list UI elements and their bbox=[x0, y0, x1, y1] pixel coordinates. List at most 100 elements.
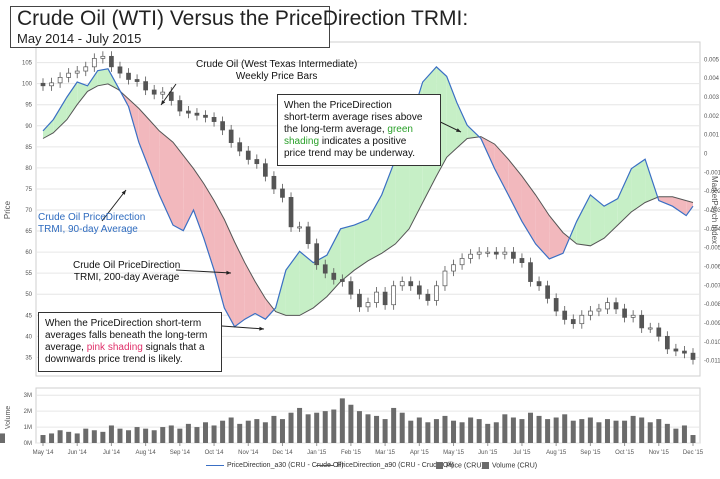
legend-item[interactable]: PriceDirection_a30 (CRU - Crude Oil) bbox=[206, 462, 344, 469]
price-bar bbox=[254, 159, 260, 165]
volume-bar bbox=[314, 412, 320, 443]
price-bar bbox=[647, 327, 653, 330]
annotation-line: price trend may be underway. bbox=[284, 148, 415, 159]
trmi-tick-label: -0.001 bbox=[704, 170, 720, 176]
price-bar bbox=[630, 314, 636, 318]
legend-item[interactable]: Price (CRU) bbox=[436, 462, 484, 469]
volume-bar bbox=[220, 420, 226, 443]
x-tick-label: Aug '15 bbox=[546, 450, 567, 456]
green-shading bbox=[66, 82, 78, 120]
green-shading bbox=[340, 225, 355, 282]
volume-bar bbox=[690, 435, 696, 443]
x-tick-label: Nov '15 bbox=[649, 450, 670, 456]
green-shading bbox=[53, 97, 67, 133]
volume-bar bbox=[545, 419, 551, 443]
green-keyword: green bbox=[387, 124, 413, 135]
price-tick-label: 75 bbox=[25, 187, 32, 193]
x-tick-label: Oct '15 bbox=[615, 450, 634, 456]
volume-bar bbox=[442, 415, 448, 443]
price-bar bbox=[245, 150, 251, 160]
volume-bar bbox=[553, 417, 559, 443]
price-tick-label: 55 bbox=[25, 271, 32, 277]
pink-shading bbox=[193, 168, 204, 239]
price-bar bbox=[117, 66, 123, 74]
volume-bar bbox=[203, 422, 208, 443]
arrow-pink-head bbox=[259, 326, 264, 331]
pink-shading bbox=[149, 119, 160, 195]
price-bar bbox=[673, 348, 679, 352]
volume-axis-label: Volume bbox=[5, 406, 12, 429]
annotation-pink-box: When the PriceDirection short-term avera… bbox=[38, 312, 222, 372]
volume-bar bbox=[271, 415, 277, 443]
price-bar bbox=[357, 293, 362, 308]
price-bar bbox=[553, 298, 559, 312]
volume-bar bbox=[185, 423, 191, 443]
volume-bar bbox=[639, 417, 645, 443]
pink-shading bbox=[672, 196, 687, 216]
x-tick-label: Jan '15 bbox=[307, 450, 327, 456]
pink-shading bbox=[658, 196, 673, 207]
price-bar bbox=[656, 327, 662, 337]
price-bar bbox=[228, 129, 234, 143]
trmi-tick-label: -0.006 bbox=[704, 264, 720, 270]
price-bar bbox=[288, 197, 294, 228]
volume-bar bbox=[562, 414, 568, 443]
volume-bar bbox=[673, 428, 679, 443]
volume-bar bbox=[604, 419, 610, 443]
x-tick-label: May '14 bbox=[33, 450, 54, 456]
legend-swatch bbox=[206, 464, 224, 466]
price-bar bbox=[168, 91, 174, 101]
price-bar bbox=[314, 243, 320, 266]
trmi-tick-label: -0.010 bbox=[704, 340, 720, 346]
chart-subtitle: May 2014 - July 2015 bbox=[17, 31, 142, 46]
price-bar bbox=[416, 285, 422, 295]
price-bar bbox=[528, 262, 533, 282]
volume-bar bbox=[339, 398, 345, 443]
price-bar bbox=[664, 335, 670, 350]
x-tick-label: Nov '14 bbox=[238, 450, 259, 456]
legend: PriceDirection_a30 (CRU - Crude Oil) Pri… bbox=[0, 459, 720, 473]
trmi-tick-label: -0.007 bbox=[704, 283, 720, 289]
price-tick-label: 40 bbox=[25, 334, 32, 340]
price-bar bbox=[570, 319, 576, 325]
price-bar bbox=[271, 175, 277, 190]
price-bar bbox=[49, 82, 54, 87]
pink-shading bbox=[508, 159, 522, 222]
price-axis-label: Price bbox=[3, 200, 12, 219]
volume-bar bbox=[91, 430, 97, 443]
trmi-tick-label: -0.004 bbox=[704, 227, 720, 233]
price-bar bbox=[143, 81, 148, 91]
annotation-text: indicates a positive bbox=[321, 136, 407, 147]
volume-bar bbox=[408, 420, 414, 443]
price-bar bbox=[160, 91, 166, 95]
legend-swatch bbox=[482, 462, 489, 469]
price-bar bbox=[100, 55, 106, 59]
green-shading bbox=[456, 102, 468, 148]
green-shading bbox=[617, 168, 632, 226]
x-tick-label: May '15 bbox=[443, 450, 464, 456]
volume-bar bbox=[194, 427, 200, 443]
volume-bar bbox=[297, 407, 303, 443]
series-a30-line bbox=[42, 66, 694, 328]
price-bar bbox=[485, 251, 491, 254]
trmi-tick-label: 0.004 bbox=[704, 76, 720, 82]
pink-shading bbox=[214, 200, 225, 308]
price-bar bbox=[237, 142, 243, 152]
volume-bar bbox=[519, 419, 525, 443]
volume-bar bbox=[587, 417, 593, 443]
volume-bar bbox=[528, 412, 533, 443]
volume-bar bbox=[151, 430, 157, 443]
price-bar bbox=[220, 121, 225, 131]
legend-item[interactable]: PriceDirection_a90 (CRU - Crude Oil) bbox=[316, 462, 454, 469]
annotation-line: TRMI, 90-day Average bbox=[38, 224, 138, 235]
volume-bar bbox=[382, 419, 388, 443]
volume-bar bbox=[451, 420, 457, 443]
price-bar bbox=[186, 110, 191, 114]
legend-label: Price (CRU) bbox=[446, 462, 484, 470]
price-tick-label: 100 bbox=[22, 82, 33, 88]
price-bar bbox=[545, 285, 550, 299]
legend-item[interactable]: Volume (CRU) bbox=[482, 462, 537, 469]
price-bar bbox=[91, 58, 97, 68]
green-keyword: shading bbox=[284, 136, 320, 147]
green-shading bbox=[326, 228, 341, 297]
